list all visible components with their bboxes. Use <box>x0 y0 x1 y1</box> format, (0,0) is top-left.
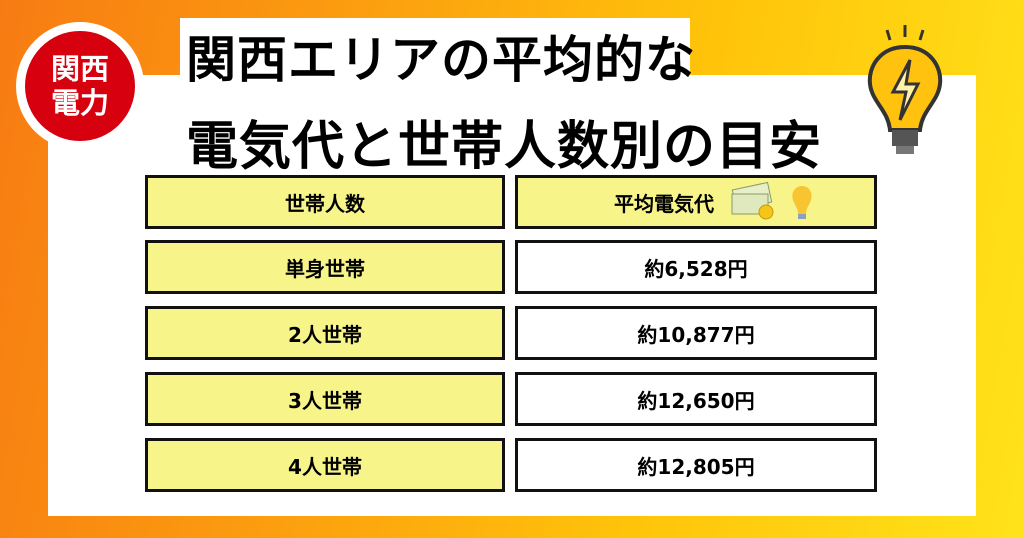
kansai-denryoku-badge: 関西 電力 <box>16 22 144 150</box>
table-row-household: 3人世帯 <box>145 372 505 426</box>
title-backdrop <box>180 18 690 80</box>
lightbulb-lightning-icon <box>867 25 943 154</box>
header-average-cost: 平均電気代 <box>515 175 877 229</box>
badge-line2: 電力 <box>50 86 109 120</box>
table-row-household: 2人世帯 <box>145 306 505 360</box>
table-row-household: 4人世帯 <box>145 438 505 492</box>
header-household: 世帯人数 <box>145 175 505 229</box>
lightbulb-icon <box>792 186 812 219</box>
money-icon <box>731 182 774 220</box>
table-row-cost: 約12,805円 <box>515 438 877 492</box>
title-line1: 関西エリアの平均的な <box>186 31 696 89</box>
table-row-cost: 約6,528円 <box>515 240 877 294</box>
header-average-cost-label: 平均電気代 <box>614 191 714 216</box>
title-line2: 電気代と世帯人数別の目安 <box>186 117 823 177</box>
table-row-cost: 約12,650円 <box>515 372 877 426</box>
table-row-household: 単身世帯 <box>145 240 505 294</box>
money-lightbulb-icons <box>731 182 812 220</box>
table-row-cost: 約10,877円 <box>515 306 877 360</box>
badge-line1: 関西 <box>50 52 109 86</box>
